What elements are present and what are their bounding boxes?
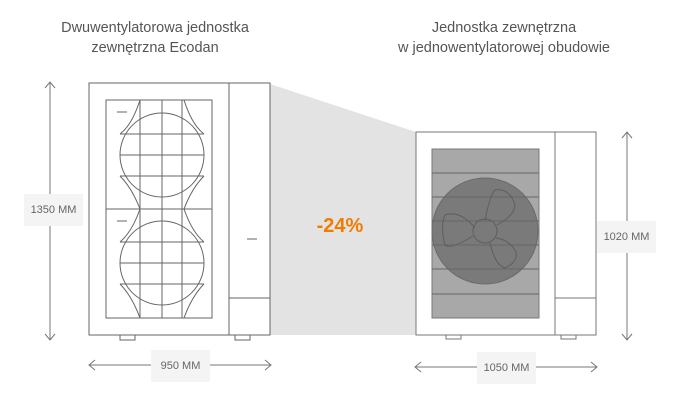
right-unit-title: Jednostka zewnętrzna w jednowentylatorow…	[374, 18, 634, 58]
left-title-line2: zewnętrzna Ecodan	[91, 40, 219, 56]
single-fan-unit	[415, 131, 597, 340]
right-width-label: 1050 MM	[477, 352, 536, 384]
size-comparison-shade	[270, 84, 416, 335]
left-title-line1: Dwuwentylatorowa jednostka	[61, 20, 249, 36]
left-height-label: 1350 MM	[24, 194, 83, 226]
reduction-label: -24%	[316, 215, 364, 237]
right-height-label: 1020 MM	[597, 221, 656, 253]
right-title-line2: w jednowentylatorowej obudowie	[398, 40, 610, 56]
dual-fan-unit	[88, 82, 271, 341]
left-unit-title: Dwuwentylatorowa jednostka zewnętrzna Ec…	[25, 18, 285, 58]
left-width-label: 950 MM	[151, 350, 210, 382]
right-title-line1: Jednostka zewnętrzna	[431, 20, 577, 36]
fan-icon	[431, 177, 539, 285]
